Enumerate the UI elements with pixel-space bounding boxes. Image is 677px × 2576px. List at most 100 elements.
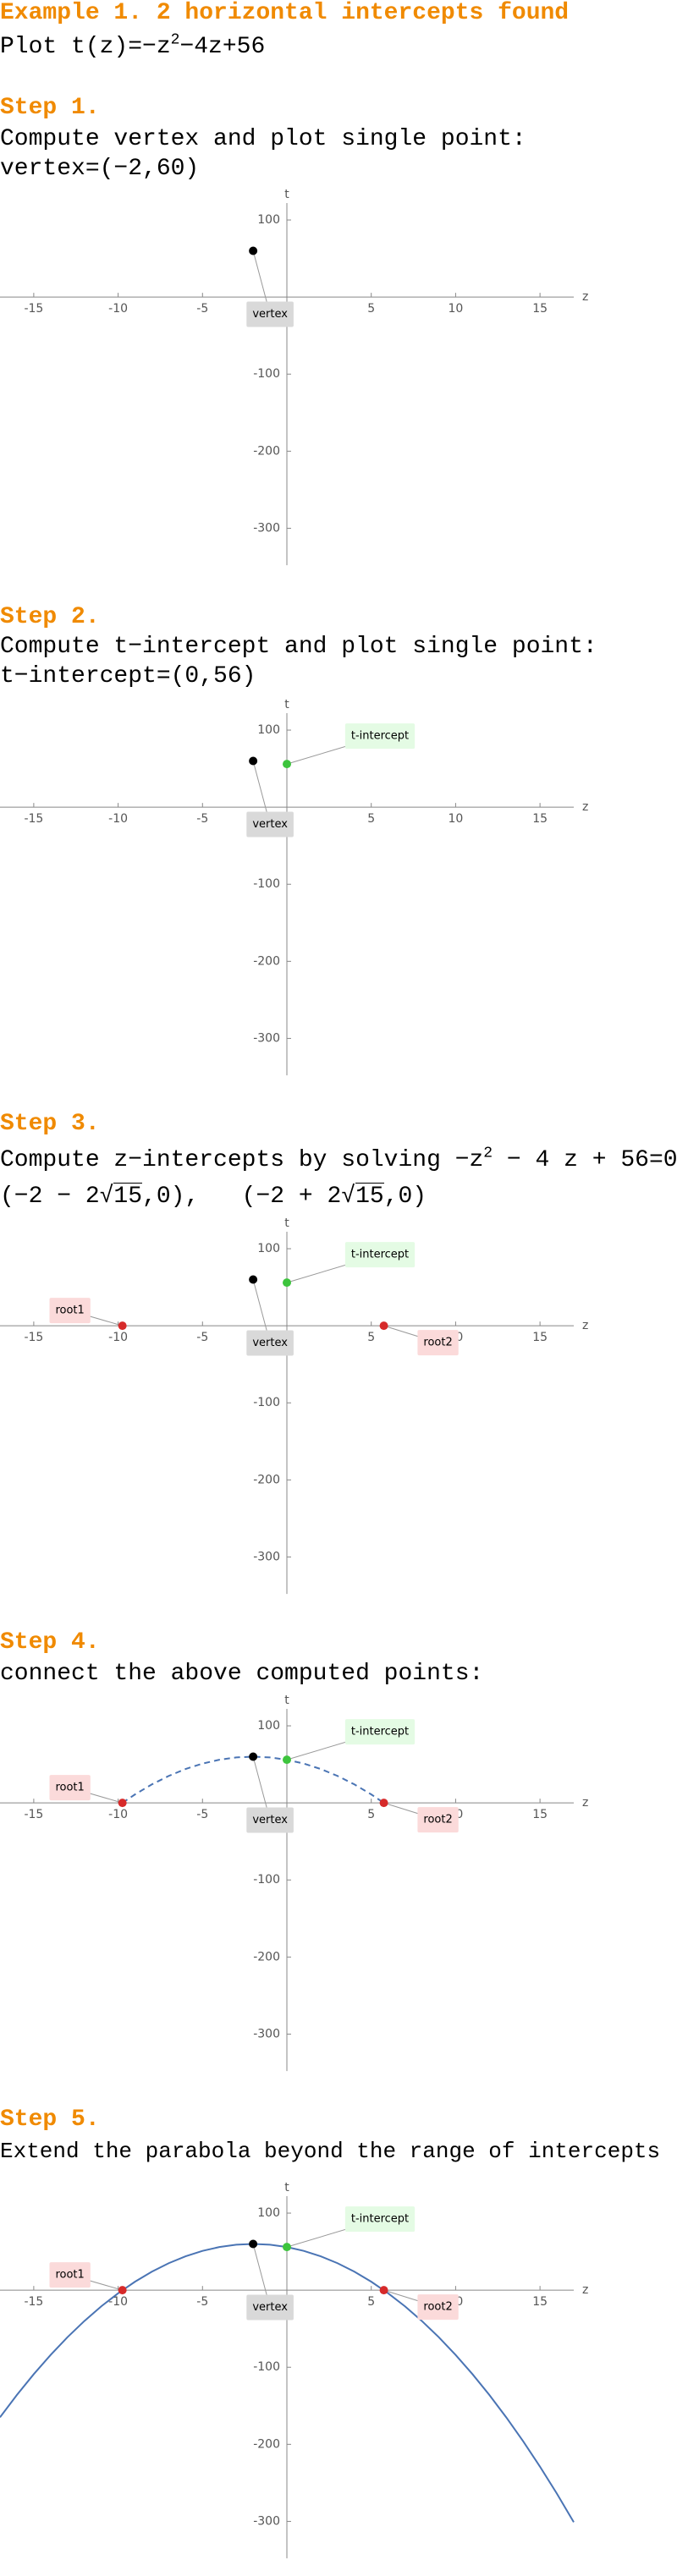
radicand: 15: [113, 1183, 143, 1210]
step-heading: Step 2.: [0, 604, 100, 630]
label-box: [49, 1775, 91, 1801]
y-tick-label: -300: [253, 2027, 280, 2040]
y-tick-label: -100: [253, 1873, 280, 1887]
x-tick-label: 15: [532, 1331, 548, 1344]
exponent: 2: [483, 1145, 493, 1162]
y-tick-label: -200: [253, 1950, 280, 1964]
label-box: [246, 1330, 294, 1356]
step-result: (−2 − 2√15,0), (−2 + 2√15,0): [0, 1182, 427, 1212]
step-heading: Step 5.: [0, 2106, 100, 2133]
title: Example 1. 2 horizontal intercepts found: [0, 0, 570, 26]
y-axis-label: t: [284, 698, 289, 711]
point-label-text: t-intercept: [351, 1726, 409, 1738]
step-text: Compute t−intercept and plot single poin…: [0, 634, 597, 660]
y-tick-label: -200: [253, 1473, 280, 1486]
y-tick-label: 100: [257, 723, 280, 737]
x-tick-label: 15: [532, 2295, 548, 2309]
x-tick-label: -5: [196, 1808, 208, 1821]
x-tick-label: 5: [367, 302, 375, 316]
point-label: root2: [417, 1330, 459, 1356]
label-box: [344, 723, 416, 750]
point: [379, 1321, 388, 1331]
y-tick-label: -300: [253, 2514, 280, 2528]
y-axis-label: t: [284, 1694, 289, 1707]
point-label-text: vertex: [252, 2301, 288, 2314]
text: Compute z−intercepts by solving −z: [0, 1147, 484, 1173]
chart: zt-15-10-551015-300-200-100100vertext-in…: [0, 2181, 588, 2559]
point-label-text: vertex: [252, 308, 288, 321]
point: [283, 1278, 291, 1288]
formula: −4z+56: [179, 34, 266, 60]
x-axis-label: z: [582, 1319, 588, 1332]
x-tick-label: -15: [24, 1808, 43, 1821]
x-tick-label: 5: [367, 1331, 375, 1344]
point-label: root1: [49, 1298, 91, 1324]
y-tick-label: 100: [257, 2206, 280, 2220]
point-label: t-intercept: [344, 1242, 416, 1268]
point-label-text: t-intercept: [351, 1249, 409, 1261]
point-label: vertex: [246, 1330, 294, 1356]
x-tick-label: -5: [196, 2295, 208, 2309]
y-tick-label: -300: [253, 521, 280, 535]
label-box: [49, 2262, 91, 2288]
point-label-text: root2: [423, 1814, 452, 1826]
label-box: [344, 2206, 416, 2233]
label-box: [417, 1807, 459, 1833]
y-axis-label: t: [284, 2181, 289, 2194]
point-label-text: root1: [55, 2269, 84, 2282]
point: [249, 2239, 258, 2249]
y-tick-label: -300: [253, 1550, 280, 1563]
point-label-text: t-intercept: [351, 730, 409, 743]
point: [118, 2286, 127, 2295]
point: [283, 1755, 291, 1765]
point: [118, 1799, 127, 1808]
point: [249, 246, 258, 255]
y-tick-label: 100: [257, 1242, 280, 1255]
label-box: [49, 1298, 91, 1324]
exponent: 2: [170, 31, 180, 49]
point: [249, 1752, 258, 1761]
label-box: [344, 1242, 416, 1268]
step-heading: Step 1.: [0, 95, 100, 121]
chart: z t -15 -10 -5 5 10 15 -300 -200 -100 100 vertex: [0, 188, 588, 566]
point: [379, 1799, 388, 1808]
text: − 4 z + 56=0:: [493, 1147, 677, 1173]
step-result: vertex=(−2,60): [0, 156, 200, 182]
point-label-text: root2: [423, 2301, 452, 2314]
label-box: [417, 2294, 459, 2321]
point-label: t-intercept: [344, 723, 416, 750]
label-box: [246, 2294, 294, 2321]
label-box: [246, 1807, 294, 1833]
point-label-text: vertex: [252, 1337, 288, 1349]
formula: Plot t(z)=−z: [0, 34, 171, 60]
y-tick-label: -100: [253, 2360, 280, 2374]
x-tick-label: -10: [108, 1331, 128, 1344]
radicand: 15: [355, 1183, 384, 1210]
y-tick-label: -100: [253, 367, 280, 381]
point-label: root1: [49, 1775, 91, 1801]
point-label: vertex: [246, 1807, 294, 1833]
x-tick-label: 15: [532, 302, 548, 316]
y-tick-label: 100: [257, 1719, 280, 1733]
y-tick-label: -100: [253, 877, 280, 891]
label-box: [246, 301, 294, 327]
x-tick-label: -15: [24, 2295, 43, 2309]
y-tick-label: -200: [253, 954, 280, 968]
text: (−2 + 2√: [241, 1184, 356, 1210]
x-tick-label: -5: [196, 812, 208, 826]
step-text: Extend the parabola beyond the range of …: [0, 2139, 661, 2164]
step-heading: Step 4.: [0, 1629, 100, 1656]
step-result: t−intercept=(0,56): [0, 663, 256, 689]
y-tick-label: -100: [253, 1396, 280, 1409]
x-axis-label: z: [582, 290, 588, 304]
point: [118, 1321, 127, 1331]
point-label-text: vertex: [252, 1814, 288, 1826]
point: [249, 756, 258, 766]
x-tick-label: -5: [196, 302, 208, 316]
x-axis-label: z: [582, 1796, 588, 1810]
y-axis-label: t: [284, 188, 289, 201]
label-box: [344, 1719, 416, 1745]
